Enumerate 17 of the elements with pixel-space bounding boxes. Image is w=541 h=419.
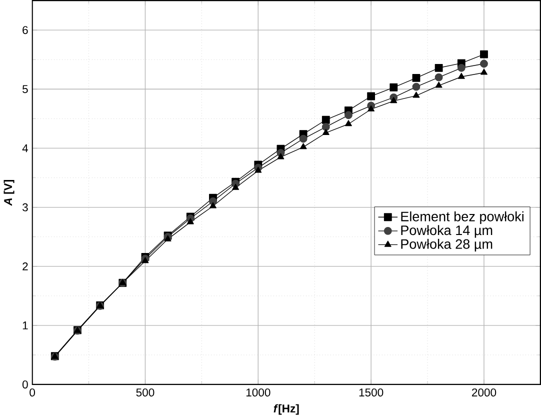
y-tick-label: 6: [22, 26, 28, 34]
y-tick-label: 3: [22, 204, 28, 212]
y-tick-label: 4: [22, 144, 28, 152]
y-tick-label: 1: [22, 322, 28, 330]
x-tick-label: 1000: [246, 388, 270, 397]
x-tick-label: 2000: [472, 388, 496, 397]
y-axis-title: A [V]: [4, 180, 14, 206]
x-tick-label: 500: [136, 388, 154, 397]
legend-label: Element bez powłoki: [401, 212, 524, 224]
legend-label: Powłoka 28 µm: [401, 239, 492, 252]
y-tick-label: 5: [22, 85, 28, 94]
x-tick-label: 0: [30, 388, 36, 397]
y-tick-label: 0: [22, 380, 28, 389]
x-tick-label: 1500: [359, 388, 384, 397]
legend-label: Powłoka 14 µm: [401, 225, 492, 238]
y-tick-label: 2: [22, 262, 28, 271]
x-axis-title: f[Hz]: [274, 404, 299, 415]
